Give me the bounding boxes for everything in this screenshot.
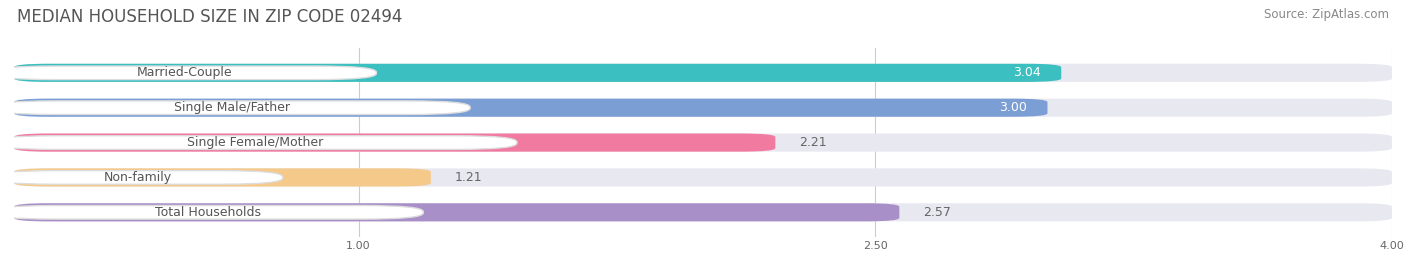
FancyBboxPatch shape xyxy=(14,99,1392,117)
Text: 2.21: 2.21 xyxy=(800,136,827,149)
FancyBboxPatch shape xyxy=(14,168,430,186)
Text: Total Households: Total Households xyxy=(155,206,262,219)
FancyBboxPatch shape xyxy=(14,168,1392,186)
Text: Single Female/Mother: Single Female/Mother xyxy=(187,136,323,149)
Text: Non-family: Non-family xyxy=(104,171,172,184)
FancyBboxPatch shape xyxy=(14,203,900,221)
FancyBboxPatch shape xyxy=(0,66,377,80)
FancyBboxPatch shape xyxy=(0,171,283,184)
Text: 1.21: 1.21 xyxy=(456,171,482,184)
FancyBboxPatch shape xyxy=(14,203,1392,221)
Text: MEDIAN HOUSEHOLD SIZE IN ZIP CODE 02494: MEDIAN HOUSEHOLD SIZE IN ZIP CODE 02494 xyxy=(17,8,402,26)
FancyBboxPatch shape xyxy=(14,133,1392,152)
Text: 3.04: 3.04 xyxy=(1012,66,1040,79)
FancyBboxPatch shape xyxy=(0,136,517,149)
FancyBboxPatch shape xyxy=(14,64,1392,82)
FancyBboxPatch shape xyxy=(14,99,1047,117)
FancyBboxPatch shape xyxy=(14,133,775,152)
FancyBboxPatch shape xyxy=(0,206,423,219)
Text: Single Male/Father: Single Male/Father xyxy=(174,101,290,114)
Text: 3.00: 3.00 xyxy=(998,101,1026,114)
Text: Source: ZipAtlas.com: Source: ZipAtlas.com xyxy=(1264,8,1389,21)
Text: 2.57: 2.57 xyxy=(924,206,952,219)
Text: Married-Couple: Married-Couple xyxy=(138,66,233,79)
FancyBboxPatch shape xyxy=(0,101,470,115)
FancyBboxPatch shape xyxy=(14,64,1062,82)
